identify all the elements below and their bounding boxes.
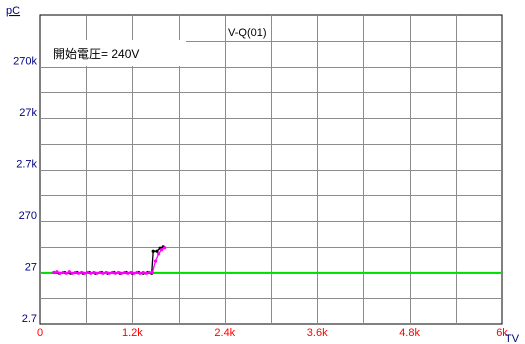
- series-2-point: [120, 271, 124, 275]
- series-2-point: [104, 270, 108, 275]
- series-2-point: [73, 270, 77, 275]
- y-tick-label: 2.7k: [16, 159, 37, 171]
- y-axis-unit-label: pC: [6, 5, 20, 17]
- x-tick-label: 1.2k: [122, 327, 143, 339]
- start-voltage-annotation: 開始電圧= 240V: [53, 47, 139, 61]
- x-tick-label: 0: [37, 327, 43, 339]
- series-2-point: [153, 259, 158, 263]
- series-2-point: [160, 248, 164, 252]
- series-2-point: [144, 271, 148, 275]
- series-1-point: [151, 249, 155, 253]
- series-2-point: [132, 271, 136, 275]
- series-2-point: [64, 271, 68, 275]
- series-2-point: [92, 270, 96, 275]
- series-2-point: [83, 271, 87, 275]
- series-2-point: [76, 271, 81, 275]
- series-2-point: [113, 271, 118, 275]
- series-2-point: [67, 270, 71, 274]
- series-2-point: [52, 270, 56, 275]
- series-2-point: [126, 271, 130, 275]
- x-tick-label: 4.8k: [399, 327, 420, 339]
- series-2-point: [150, 270, 154, 275]
- series-2-point: [58, 271, 62, 275]
- x-axis-unit-label: TV: [505, 333, 520, 344]
- x-tick-label: 2.4k: [214, 327, 235, 339]
- series-2-point: [55, 270, 59, 274]
- series-2-point: [80, 270, 84, 275]
- series-2-point: [116, 270, 121, 275]
- x-tick-label: 3.6k: [307, 327, 328, 339]
- series-2-point: [138, 271, 142, 275]
- series-2-point: [107, 271, 111, 275]
- y-tick-label: 27k: [19, 107, 37, 119]
- series-2-point: [157, 252, 161, 256]
- series-2-point: [89, 271, 93, 275]
- y-tick-label: 2.7: [22, 313, 37, 325]
- series-2-point: [163, 246, 167, 250]
- x-tick-labels: 0 1.2k 2.4k 3.6k 4.8k 6k: [37, 327, 508, 339]
- y-tick-label: 270: [19, 210, 37, 222]
- series-2-point: [135, 270, 139, 275]
- chart-title: V-Q(01): [228, 27, 267, 39]
- series-2-point: [123, 270, 127, 275]
- series-2-point: [147, 270, 151, 275]
- series-2-point: [141, 270, 145, 275]
- series-2-point: [95, 271, 99, 275]
- y-tick-label: 270k: [13, 56, 37, 68]
- x-tick-label: 6k: [496, 327, 508, 339]
- series-1-point: [155, 249, 159, 253]
- series-layer: [52, 245, 167, 275]
- series-2-point: [110, 270, 114, 275]
- series-2-point: [101, 271, 105, 275]
- series-2-point: [61, 270, 65, 275]
- annotation-box: [41, 40, 186, 66]
- series-2-point: [98, 270, 102, 275]
- y-tick-label: 27: [25, 262, 37, 274]
- y-tick-labels: 270k 27k 2.7k 270 27 2.7: [13, 56, 37, 326]
- series-2-point: [86, 270, 90, 275]
- series-2-point: [129, 270, 133, 275]
- series-2-point: [70, 271, 74, 275]
